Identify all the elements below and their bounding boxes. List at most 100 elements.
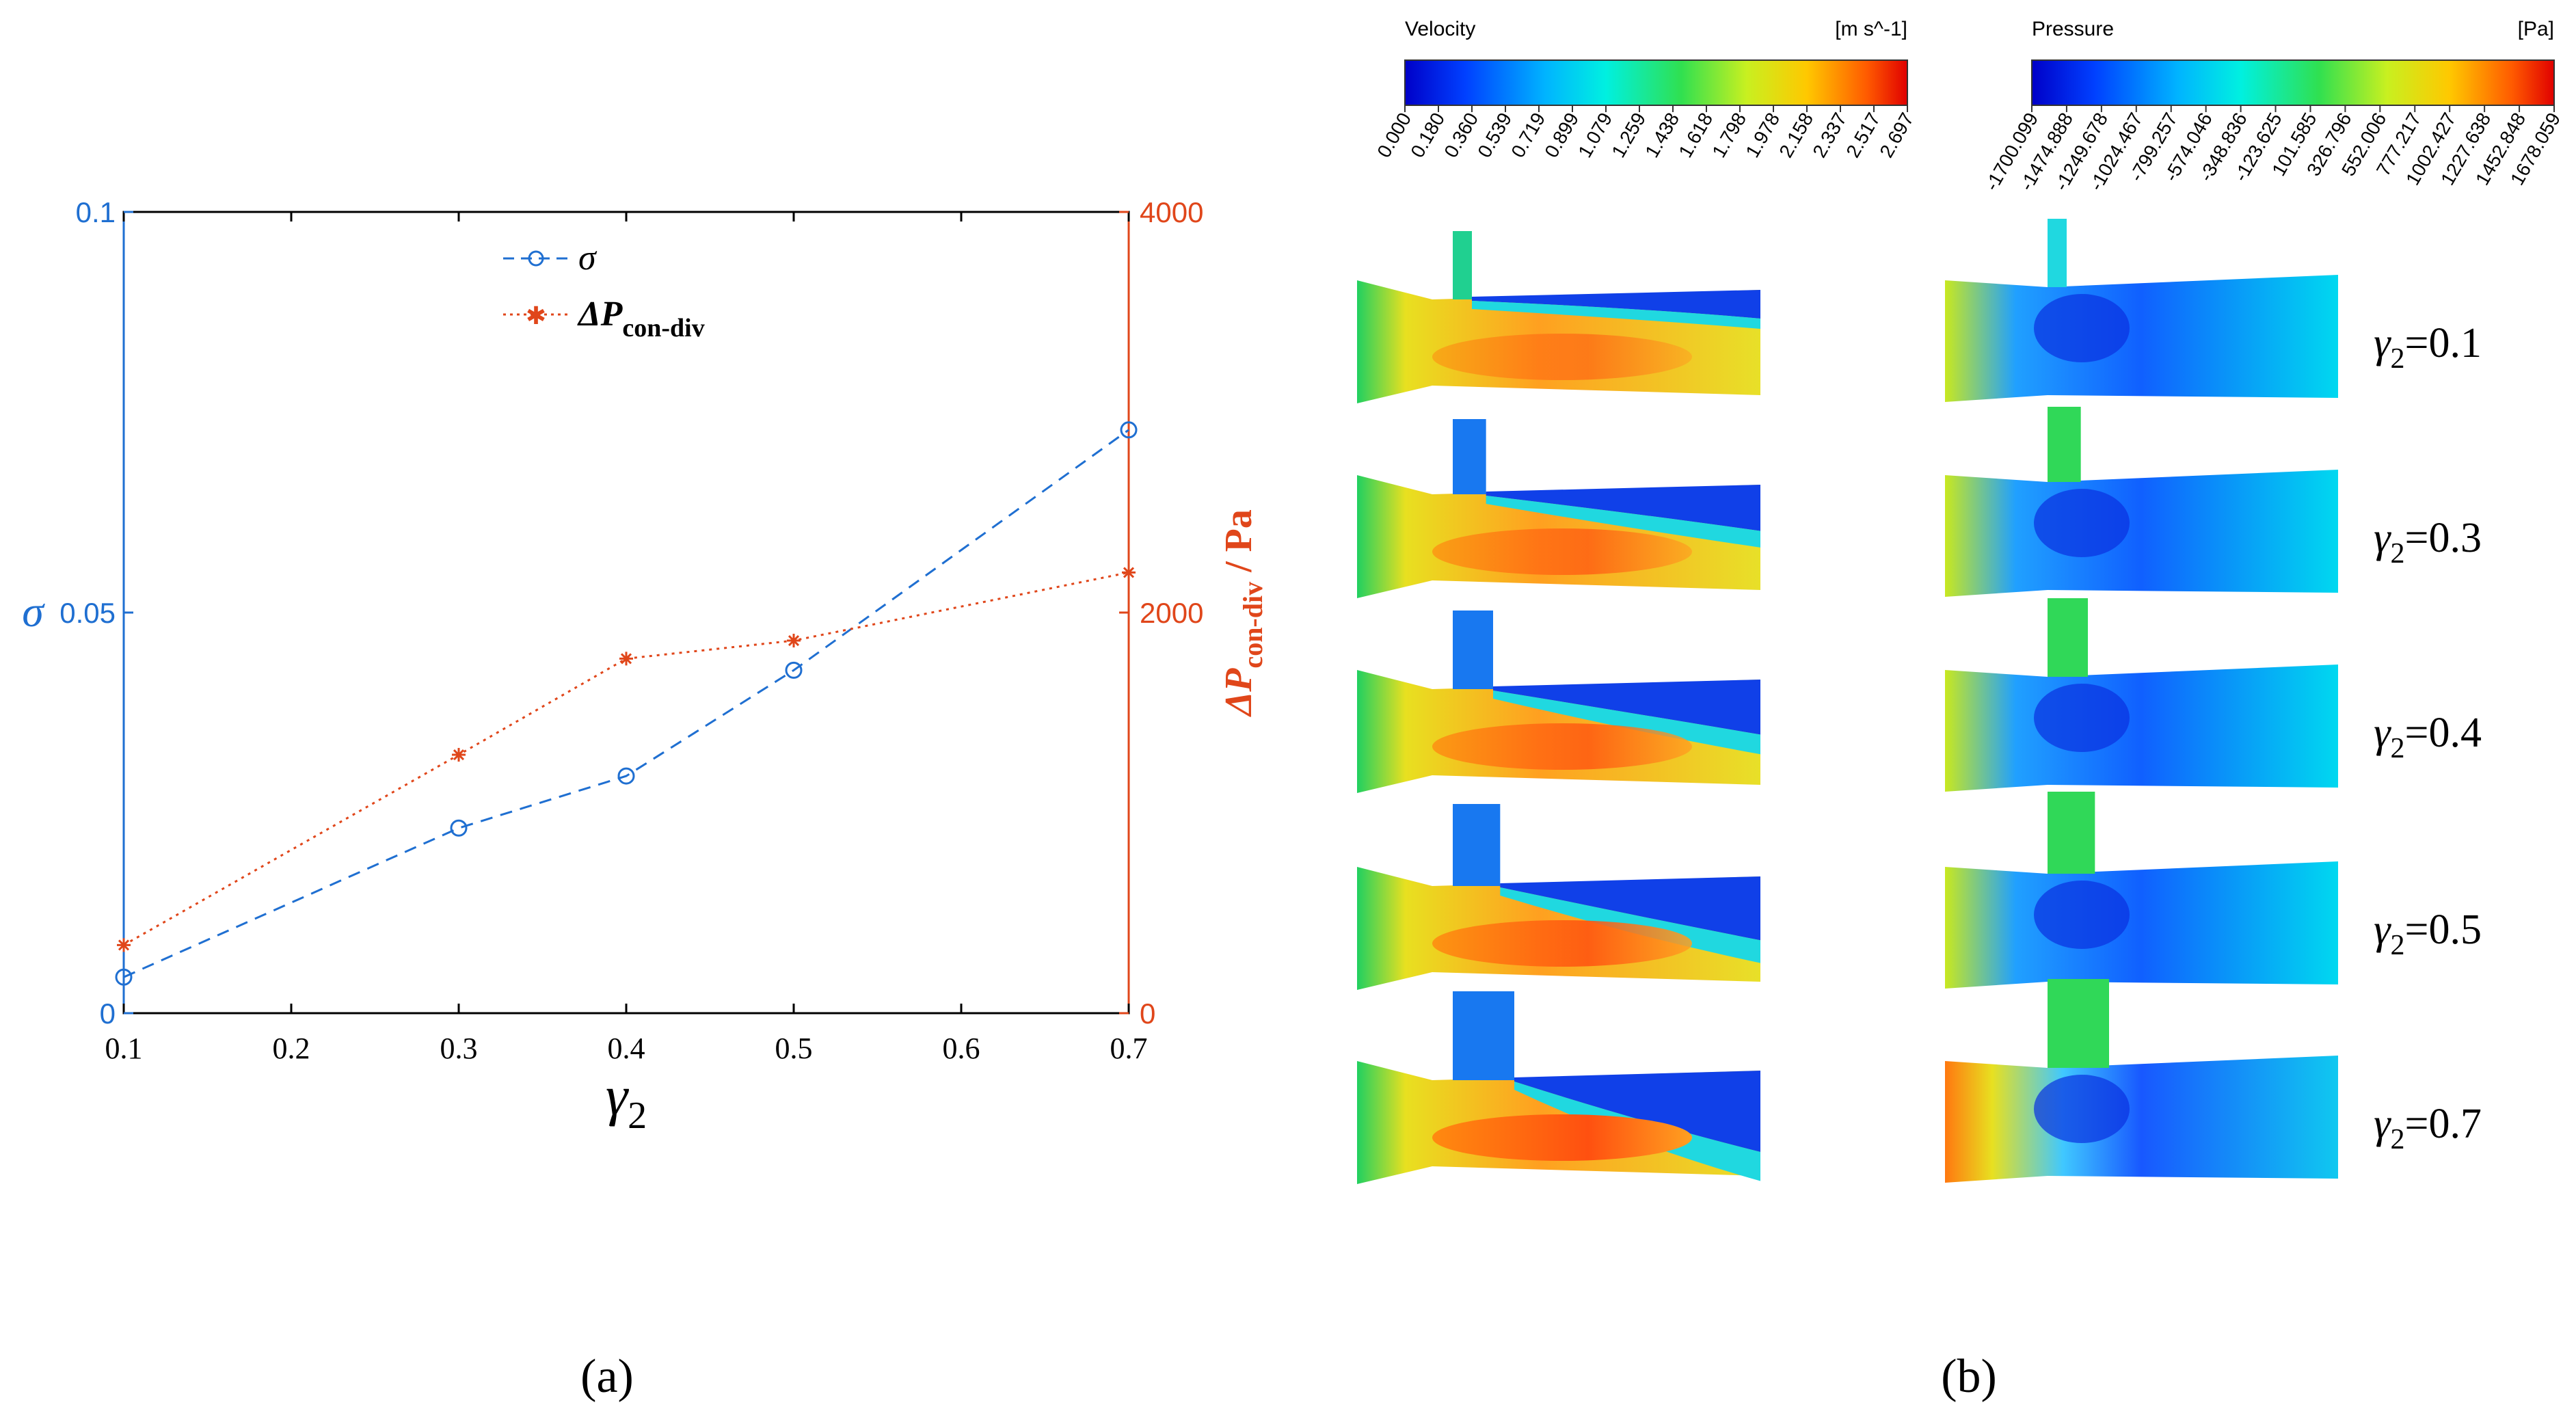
velocity-jet-core — [1432, 528, 1692, 575]
colorbar-tick-label: 0.000 — [1373, 109, 1415, 161]
velocity-recirculation-zone — [1486, 485, 1760, 531]
legend-sigma-label: σ — [578, 239, 598, 278]
colorbar-tick-label: 2.517 — [1842, 109, 1884, 161]
pressure-suction-inlet — [2048, 979, 2109, 1068]
velocity-suction-inlet — [1453, 991, 1514, 1080]
contour-row: γ2=0.7 — [1357, 979, 2482, 1184]
right-axis-ticks: 0 2000 4000 — [1119, 196, 1203, 1030]
right-tick-label: 2000 — [1140, 597, 1203, 629]
left-axis-title: σ — [22, 587, 45, 636]
x-tick-label: 0.2 — [273, 1032, 310, 1065]
pressure-nozzle — [1945, 1056, 2338, 1183]
velocity-recirculation-zone — [1500, 876, 1760, 941]
colorbar-tick-label: 0.899 — [1540, 109, 1583, 161]
contour-row: γ2=0.1 — [1357, 219, 2482, 403]
pressure-nozzle — [1945, 861, 2338, 989]
deltap-point — [117, 938, 131, 952]
x-tick-label: 0.6 — [943, 1032, 980, 1065]
x-tick-label: 0.5 — [775, 1032, 813, 1065]
pressure-suction-inlet — [2048, 792, 2095, 874]
legend-deltap-label: ΔPcon-div — [577, 295, 705, 343]
deltap-point — [787, 634, 801, 648]
x-axis-ticks: 0.1 0.2 0.3 0.4 0.5 0.6 0.7 — [105, 212, 1148, 1065]
left-axis-ticks: 0 0.05 0.1 — [59, 196, 133, 1030]
colorbar-tick-label: 1.079 — [1574, 109, 1616, 161]
pressure-low-zone — [2034, 294, 2130, 362]
pressure-nozzle — [1945, 470, 2338, 597]
legend-sigma-marker — [528, 250, 544, 267]
colorbar-tick-label: 2.697 — [1875, 109, 1918, 161]
case-label: γ2=0.4 — [2374, 710, 2482, 764]
legend: σ ✱ ΔPcon-div — [503, 239, 705, 343]
deltap-point — [619, 652, 633, 666]
colorbar-tick-label: 0.180 — [1406, 109, 1449, 161]
velocity-shear-layer — [1472, 301, 1760, 329]
panel-label-b: (b) — [1941, 1350, 1997, 1403]
velocity-suction-inlet — [1453, 231, 1472, 299]
velocity-shear-layer — [1493, 690, 1760, 755]
pressure-low-zone — [2034, 1075, 2130, 1143]
colorbar-tick-label: 2.337 — [1808, 109, 1851, 161]
colorbar-tick-label: 1.259 — [1607, 109, 1650, 161]
dual-axis-line-chart: 0.1 0.2 0.3 0.4 0.5 0.6 0.7 0 0.05 0.1 0 2000 4000… — [22, 196, 1268, 1137]
colorbar-tick-label: 1.798 — [1708, 109, 1750, 161]
sigma-point — [450, 819, 468, 837]
left-tick-label: 0.05 — [59, 597, 116, 629]
sigma-point — [617, 767, 635, 785]
plot-frame — [122, 211, 1130, 1015]
series-layer — [115, 421, 1138, 986]
x-tick-label: 0.1 — [105, 1032, 143, 1065]
contour-row: γ2=0.5 — [1357, 792, 2482, 990]
right-axis-title: ΔPcon-div / Pa — [1218, 509, 1268, 717]
sigma-point — [785, 661, 803, 679]
velocity-shear-layer — [1486, 496, 1760, 548]
pressure-low-zone — [2034, 489, 2130, 557]
series-line-0 — [123, 429, 1129, 978]
colorbar-tick-label: 1.978 — [1741, 109, 1784, 161]
case-label: γ2=0.3 — [2374, 515, 2482, 569]
colorbar-tick-label: 1.618 — [1674, 109, 1717, 161]
pressure-colorbar-title: Pressure — [2032, 18, 2114, 40]
pressure-nozzle — [1945, 665, 2338, 792]
velocity-colorbar-ticks: 0.0000.1800.3600.5390.7190.8991.0791.259… — [1373, 105, 1918, 161]
left-tick-label: 0.1 — [76, 196, 116, 228]
velocity-jet-core — [1432, 334, 1692, 380]
contour-case-rows: γ2=0.1 γ2=0.3 γ2=0.4 γ2=0.5 γ2=0.7 — [1357, 219, 2482, 1184]
velocity-suction-inlet — [1453, 419, 1486, 494]
left-tick-label: 0 — [100, 997, 116, 1030]
velocity-recirculation-zone — [1514, 1071, 1760, 1152]
panel-label-a: (a) — [580, 1350, 634, 1403]
colorbar-tick-label: 0.360 — [1440, 109, 1482, 161]
velocity-jet-core — [1432, 920, 1692, 967]
right-tick-label: 0 — [1140, 997, 1155, 1030]
pressure-low-zone — [2034, 881, 2130, 949]
velocity-recirculation-zone — [1472, 290, 1760, 319]
velocity-suction-inlet — [1453, 804, 1501, 886]
velocity-colorbar-title: Velocity — [1405, 18, 1475, 40]
x-axis-title: γ2 — [606, 1064, 647, 1137]
velocity-recirculation-zone — [1493, 680, 1760, 735]
deltap-point — [1122, 565, 1136, 580]
contour-row: γ2=0.3 — [1357, 407, 2482, 598]
case-label: γ2=0.1 — [2374, 320, 2482, 375]
velocity-colorbar — [1404, 59, 1908, 106]
svg-text:ΔPcon-div / Pa: ΔPcon-div / Pa — [1218, 509, 1268, 717]
case-label: γ2=0.7 — [2374, 1101, 2482, 1155]
colorbar-tick-label: 1.438 — [1641, 109, 1683, 161]
velocity-suction-inlet — [1453, 611, 1493, 689]
sigma-point — [115, 968, 133, 986]
deltap-point — [452, 748, 466, 762]
series-line-1 — [123, 571, 1129, 946]
x-tick-label: 0.7 — [1110, 1032, 1148, 1065]
pressure-colorbar-unit: [Pa] — [2518, 18, 2554, 40]
right-tick-label: 4000 — [1140, 196, 1203, 228]
contour-panel: Velocity [m s^-1] 0.0000.1800.3600.5390.… — [1357, 18, 2564, 1184]
velocity-jet-core — [1432, 1114, 1692, 1161]
colorbar-tick-label: 2.158 — [1775, 109, 1817, 161]
case-label: γ2=0.5 — [2374, 907, 2482, 961]
x-tick-label: 0.4 — [608, 1032, 645, 1065]
velocity-jet-core — [1432, 723, 1692, 770]
velocity-colorbar-unit: [m s^-1] — [1835, 18, 1907, 40]
colorbar-tick-label: 0.539 — [1473, 109, 1516, 161]
